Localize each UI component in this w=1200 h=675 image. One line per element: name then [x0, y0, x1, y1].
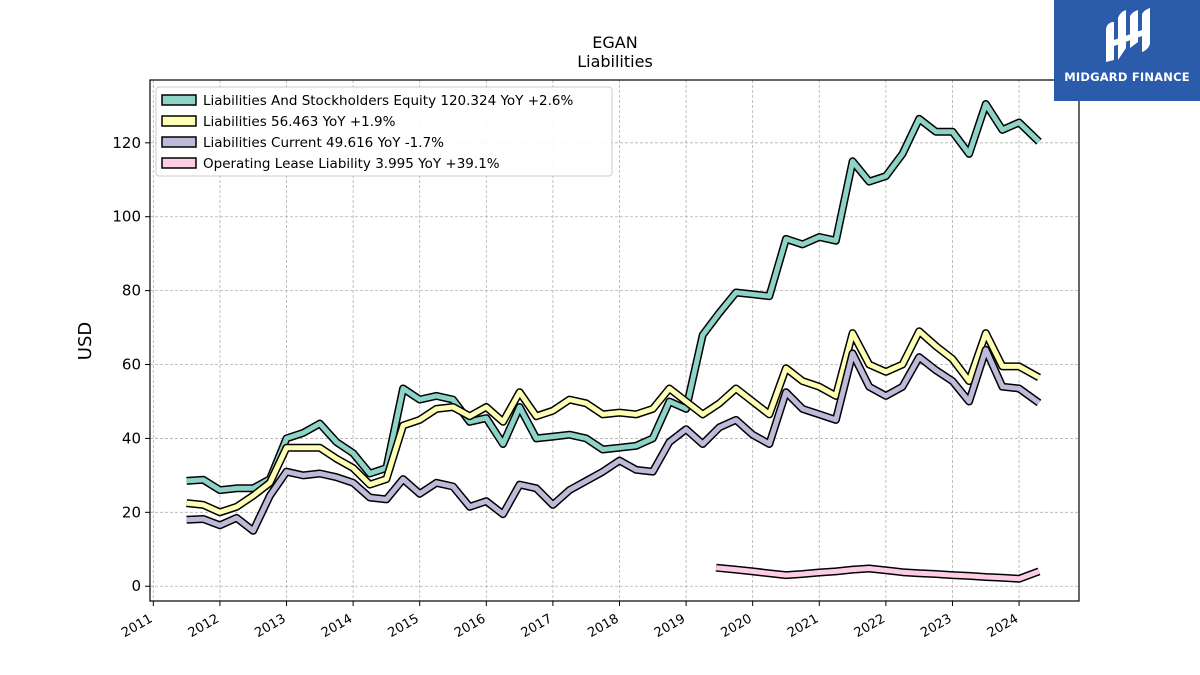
legend-entry-2: Liabilities Current 49.616 YoY -1.7%: [203, 135, 444, 151]
x-tick-label: 2014: [319, 611, 355, 641]
x-tick-label: 2013: [252, 611, 288, 641]
x-tick-label: 2017: [519, 611, 555, 641]
chart-title: EGAN: [592, 33, 637, 52]
legend-entry-1: Liabilities 56.463 YoY +1.9%: [203, 114, 396, 130]
series-outline-2: [186, 345, 1042, 535]
brand-name: MIDGARD FINANCE: [1064, 70, 1190, 84]
axes: 0 20 40 60 80 100 120 2011 2012 2013 2014 2015 2016 2…: [112, 134, 1021, 641]
legend-swatch-2: [161, 136, 197, 148]
x-tick-label: 2021: [785, 611, 821, 641]
series-outline-1: [186, 327, 1041, 517]
y-tick-label: 120: [112, 134, 141, 152]
series-lines: [186, 100, 1042, 583]
y-tick-label: 60: [122, 356, 141, 374]
x-tick-label: 2018: [585, 611, 621, 641]
x-tick-label: 2011: [119, 611, 155, 641]
x-tick-label: 2016: [452, 611, 488, 641]
x-tick-label: 2023: [918, 611, 954, 641]
y-tick-label: 100: [112, 208, 141, 226]
x-tick-label: 2015: [386, 611, 422, 641]
y-tick-label: 40: [122, 429, 141, 447]
series-line-3: [715, 565, 1040, 582]
x-tick-label: 2022: [852, 611, 888, 641]
x-tick-label: 2024: [985, 611, 1021, 641]
y-tick-label: 0: [131, 577, 141, 595]
brand-mark-icon: [1106, 8, 1150, 62]
legend-entry-3: Operating Lease Liability 3.995 YoY +39.…: [203, 156, 500, 172]
series-line-1: [186, 328, 1041, 515]
plot-frame: [149, 79, 1080, 602]
chart-subtitle: Liabilities: [577, 52, 653, 71]
x-tick-label: 2019: [652, 611, 688, 641]
y-tick-label: 80: [122, 282, 141, 300]
x-tick-label: 2020: [719, 611, 755, 641]
brand-logo: MIDGARD FINANCE: [1054, 0, 1200, 101]
legend-entry-0: Liabilities And Stockholders Equity 120.…: [203, 93, 573, 109]
series-line-2: [186, 347, 1041, 534]
legend-swatch-0: [161, 94, 197, 106]
series-line-0: [186, 101, 1041, 493]
legend: Liabilities And Stockholders Equity 120.…: [155, 86, 613, 177]
legend-swatch-1: [161, 115, 197, 127]
y-tick-label: 20: [122, 503, 141, 521]
y-axis-label: USD: [75, 322, 96, 360]
legend-swatch-3: [161, 157, 197, 169]
x-tick-label: 2012: [186, 611, 222, 641]
legend-box: [155, 86, 613, 177]
